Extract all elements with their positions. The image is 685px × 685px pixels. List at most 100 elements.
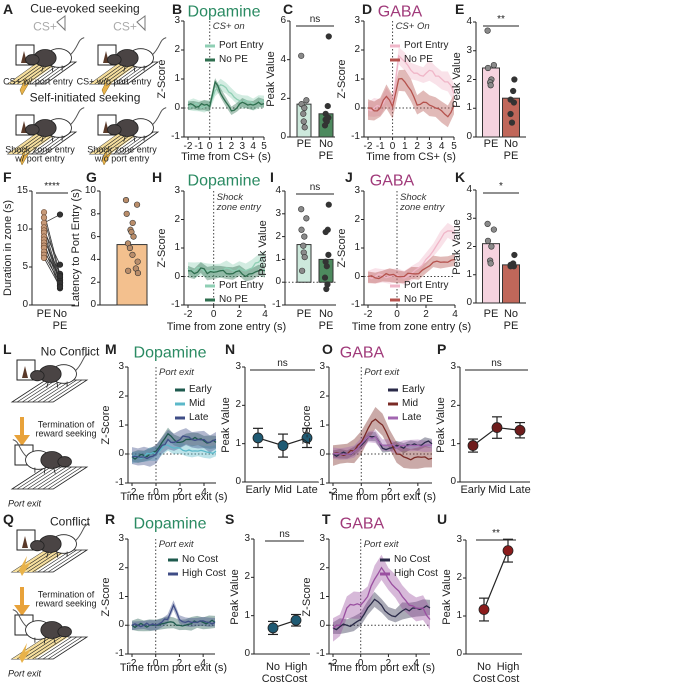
panel-k-bar-0: [482, 243, 500, 304]
panel-letter-u: U: [437, 511, 448, 527]
panel-h-y-tick-label: 2: [174, 213, 180, 225]
panel-letter-m: M: [105, 341, 117, 357]
panel-i-data-point: [325, 201, 332, 208]
panel-k-data-point: [488, 243, 495, 250]
panel-b-title: Dopamine: [187, 3, 261, 21]
panel-c-data-point: [301, 124, 308, 131]
panel-r-y-tick-label: -1: [115, 647, 124, 659]
panel-letter-q: Q: [3, 511, 14, 527]
panel-s-y-tick-label: 1: [244, 609, 250, 621]
panel-t-y-tick-label: 2: [319, 561, 325, 573]
panel-a-scene-4-grid-bar: [94, 131, 126, 155]
panel-b-y-tick-label: -1: [171, 130, 180, 142]
panel-t-y-tick-label: -1: [316, 647, 325, 659]
panel-u-mean-point: [502, 545, 514, 557]
panel-d-x-tick-label: 1: [402, 140, 408, 152]
panel-h-y-tick-label: 1: [174, 241, 180, 253]
panel-r-y-tick-label: 3: [118, 532, 124, 544]
panel-m-sem-band-1: [132, 438, 216, 464]
panel-m-y-tick-label: -1: [115, 476, 124, 488]
panel-t-trace-1: [332, 566, 431, 629]
panel-r-x-tick-label: 0: [152, 657, 159, 669]
panel-a-scene-3-rat-icon-head: [25, 124, 40, 136]
panel-q-top-rat-icon-legs: [46, 551, 68, 558]
panel-j-y-tick-label: 2: [354, 213, 360, 225]
panel-g-data-point: [129, 219, 136, 227]
panel-p-y-tick-label: 3: [450, 360, 456, 372]
panel-j-y-tick-label: -1: [351, 298, 360, 310]
panel-r-trace-1: [131, 603, 216, 628]
panel-q-bottom-rat-icon-head: [57, 626, 72, 638]
panel-c-data-point: [321, 122, 329, 129]
panel-j-annotation: Shock zone entry: [400, 192, 445, 213]
panel-t-annotation: Port exit: [363, 539, 399, 551]
panel-letter-h: H: [152, 169, 163, 185]
panel-c-data-point: [324, 102, 331, 110]
panel-m-y-tick-label: 3: [118, 360, 124, 372]
panel-r-title: Dopamine: [133, 515, 207, 533]
panel-a-scene-1-shock-icon: [19, 77, 30, 96]
panel-e-category-label: No PE: [503, 138, 519, 162]
panel-r-x-tick-label: 4: [200, 657, 206, 669]
panel-p-category-label: Mid: [488, 484, 506, 496]
panel-i-y-tick-label: 0: [275, 275, 281, 287]
panel-g-y-axis-label: Latency to Port Entry (s): [70, 188, 83, 308]
panel-n-category-label: Late: [296, 484, 318, 496]
panel-f-y-tick-label: 15: [16, 184, 28, 196]
panel-o-x-tick-label: 0: [358, 486, 365, 498]
panel-p-mean-point: [467, 440, 479, 451]
panel-m-legend-label: Mid: [189, 397, 206, 409]
panel-c-data-point: [300, 110, 307, 117]
panel-r-sem-band-1: [132, 600, 215, 631]
panel-r-y-tick-label: 1: [118, 590, 124, 602]
panel-q-bottom-rat-icon-legs: [34, 637, 56, 644]
panel-i-category-label: No PE: [318, 308, 334, 332]
panel-d-trace-1: [367, 77, 455, 118]
panel-t-x-tick-label: -2: [328, 657, 338, 669]
panel-b-y-axis-label: Z-Score: [156, 59, 169, 99]
panel-letter-a: A: [3, 1, 14, 17]
panel-q-arrow-text: Termination of reward seeking: [35, 589, 97, 609]
panel-d-y-tick-label: 2: [354, 43, 360, 55]
panel-a-scene-3-shock-icon: [19, 147, 30, 166]
panel-t-trace-0: [332, 598, 431, 631]
panel-e-data-point: [508, 119, 516, 126]
panel-j-y-tick-label: 1: [354, 241, 360, 253]
panel-t-title: GABA: [339, 515, 385, 533]
panel-b-x-tick-label: 1: [217, 140, 224, 152]
panel-l-top-grid-bar: [22, 379, 57, 403]
panel-c-y-axis-label: Peak Value: [265, 51, 278, 107]
panel-l-bottom-grid-bar: [32, 466, 67, 490]
panel-q-bottom-rat-icon-tail: [12, 609, 27, 627]
panel-n-y-tick-label: 3: [235, 360, 241, 372]
panel-l-top-rat-icon-legs: [46, 381, 68, 388]
panel-u-y-tick-label: 1: [456, 609, 462, 621]
panel-q-down-arrow-head-icon: [14, 605, 30, 616]
panel-d-y-tick-label: 3: [354, 14, 360, 26]
panel-l-bottom-rat-icon-tail: [12, 439, 27, 457]
panel-p-mean-point: [514, 424, 526, 436]
panel-h-x-tick-label: 4: [262, 308, 268, 320]
panel-q-top-grid-bar: [37, 549, 72, 573]
panel-q-bottom-grid-bar: [42, 636, 77, 660]
panel-t-x-axis-label: Time from port exit (s): [327, 662, 436, 675]
panel-e-data-point: [484, 27, 491, 34]
panel-h-x-tick-label: 0: [210, 308, 217, 320]
panel-s-category-label: No Cost: [261, 661, 285, 685]
panel-h-y-axis-label: Z-Score: [156, 228, 169, 268]
panel-g-y-tick-label: 0: [90, 298, 96, 310]
panel-g-y-tick-label: 6: [90, 230, 96, 242]
panel-j-y-tick-label: 0: [354, 270, 360, 282]
panel-h-trace-1: [187, 267, 266, 278]
panel-b-x-tick-label: 5: [261, 140, 267, 152]
panel-e-y-tick-label: 4: [466, 15, 472, 27]
panel-o-y-tick-label: -1: [316, 476, 325, 488]
panel-a-scene-2-rat-icon-tail: [152, 37, 167, 55]
panel-a-scene-2-rat-icon: [107, 37, 167, 72]
panel-i-data-point: [325, 251, 332, 258]
panel-letter-f: F: [3, 169, 12, 185]
panel-f-data-point-pe: [40, 254, 48, 261]
panel-m-sem-band-2: [132, 428, 216, 467]
panel-i-data-point: [323, 263, 330, 270]
panel-i-y-tick-label: 3: [275, 207, 281, 219]
